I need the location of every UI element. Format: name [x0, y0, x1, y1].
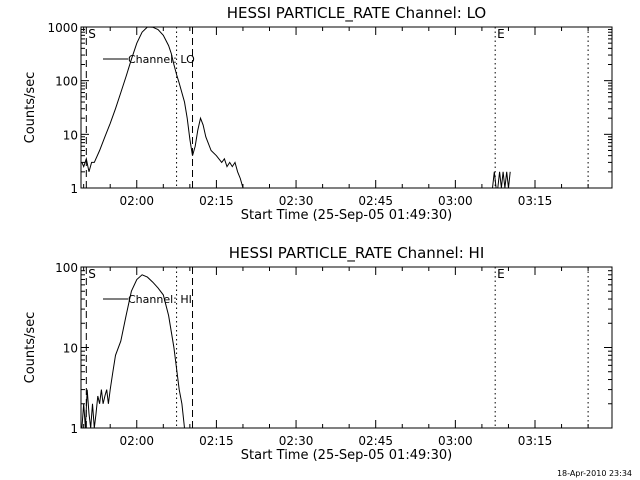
chart-panel-2: HESSI PARTICLE_RATE Channel: HI 1 10 100 02:…: [23, 244, 613, 463]
generation-timestamp: 18-Apr-2010 23:34: [556, 469, 632, 478]
x-tick-label: 03:00: [438, 194, 473, 208]
x-tick-label: 02:00: [119, 194, 154, 208]
x-tick-label: 03:15: [518, 194, 553, 208]
x-axis-label: Start Time (25-Sep-05 01:49:30): [241, 208, 452, 223]
y-axis-label: Counts/sec: [23, 312, 38, 384]
x-axis-label: Start Time (25-Sep-05 01:49:30): [241, 448, 452, 463]
marker-label: S: [88, 267, 96, 281]
y-tick-label: 100: [55, 261, 78, 275]
x-tick-label: 03:15: [518, 434, 553, 448]
x-tick-label: 02:30: [279, 434, 314, 448]
plot-frame: [80, 26, 613, 189]
x-tick-label: 02:30: [279, 194, 314, 208]
marker-label: S: [88, 27, 96, 41]
marker-label: E: [497, 267, 505, 281]
y-tick-label: 10: [63, 342, 78, 356]
chart-panel-1: HESSI PARTICLE_RATE Channel: LO 1 10 100 100…: [23, 4, 613, 223]
y-tick-label: 100: [55, 75, 78, 89]
x-tick-label: 02:15: [199, 194, 234, 208]
y-tick-label: 1: [70, 422, 78, 436]
y-tick-label: 1000: [47, 21, 78, 35]
y-axis-label: Counts/sec: [23, 72, 38, 144]
x-tick-label: 02:45: [358, 194, 393, 208]
chart-title: HESSI PARTICLE_RATE Channel: HI: [229, 244, 485, 263]
late-spikes-line: [492, 171, 511, 189]
marker-label: E: [497, 27, 505, 41]
x-tick-label: 02:45: [358, 434, 393, 448]
y-tick-label: 1: [70, 182, 78, 196]
y-tick-label: 10: [63, 128, 78, 142]
series-line: [81, 26, 244, 189]
x-tick-label: 03:00: [438, 434, 473, 448]
legend-label: Channel: LO: [128, 53, 195, 66]
series-line: [81, 274, 185, 429]
x-tick-label: 02:15: [199, 434, 234, 448]
legend-label: Channel: HI: [128, 293, 192, 306]
chart-title: HESSI PARTICLE_RATE Channel: LO: [227, 4, 486, 23]
x-tick-label: 02:00: [119, 434, 154, 448]
